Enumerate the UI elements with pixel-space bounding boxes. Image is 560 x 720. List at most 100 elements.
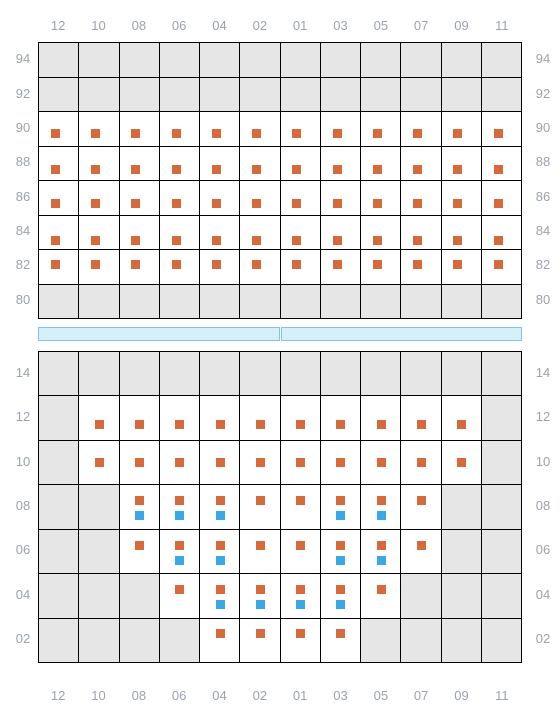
seat-cell[interactable] — [401, 216, 440, 250]
seat-cell[interactable] — [160, 352, 199, 395]
seat-cell[interactable] — [39, 112, 78, 146]
seat-cell[interactable] — [281, 396, 320, 439]
seat-cell[interactable] — [442, 43, 481, 77]
seat-cell[interactable] — [482, 112, 521, 146]
seat-cell[interactable] — [482, 78, 521, 112]
seat-cell[interactable] — [321, 574, 360, 617]
seat-cell[interactable] — [79, 396, 118, 439]
seat-cell[interactable] — [401, 396, 440, 439]
seat-cell[interactable] — [39, 396, 78, 439]
seat-cell[interactable] — [401, 574, 440, 617]
seat-cell[interactable] — [120, 441, 159, 484]
seat-cell[interactable] — [79, 43, 118, 77]
seat-cell[interactable] — [281, 530, 320, 573]
seat-cell[interactable] — [39, 43, 78, 77]
seat-cell[interactable] — [240, 285, 279, 319]
seat-cell[interactable] — [79, 112, 118, 146]
seat-cell[interactable] — [79, 530, 118, 573]
seat-cell[interactable] — [401, 352, 440, 395]
seat-cell[interactable] — [200, 181, 239, 215]
seat-cell[interactable] — [240, 619, 279, 662]
seat-cell[interactable] — [200, 216, 239, 250]
seat-cell[interactable] — [361, 396, 400, 439]
seat-cell[interactable] — [39, 441, 78, 484]
seat-cell[interactable] — [361, 216, 400, 250]
seat-cell[interactable] — [482, 396, 521, 439]
seat-cell[interactable] — [321, 619, 360, 662]
seat-cell[interactable] — [401, 250, 440, 284]
seat-cell[interactable] — [160, 619, 199, 662]
seat-cell[interactable] — [120, 574, 159, 617]
seat-cell[interactable] — [361, 78, 400, 112]
seat-cell[interactable] — [39, 216, 78, 250]
seat-cell[interactable] — [120, 396, 159, 439]
seat-cell[interactable] — [200, 78, 239, 112]
seat-cell[interactable] — [200, 285, 239, 319]
seat-cell[interactable] — [79, 147, 118, 181]
seat-cell[interactable] — [401, 43, 440, 77]
seat-cell[interactable] — [442, 352, 481, 395]
seat-cell[interactable] — [240, 43, 279, 77]
seat-cell[interactable] — [240, 352, 279, 395]
seat-cell[interactable] — [321, 250, 360, 284]
seat-cell[interactable] — [281, 43, 320, 77]
seat-cell[interactable] — [79, 619, 118, 662]
seat-cell[interactable] — [442, 285, 481, 319]
seat-cell[interactable] — [321, 441, 360, 484]
seat-cell[interactable] — [442, 181, 481, 215]
seat-cell[interactable] — [79, 181, 118, 215]
seat-cell[interactable] — [442, 441, 481, 484]
seat-cell[interactable] — [442, 619, 481, 662]
seat-cell[interactable] — [39, 485, 78, 528]
seat-cell[interactable] — [321, 396, 360, 439]
seat-cell[interactable] — [39, 574, 78, 617]
seat-cell[interactable] — [160, 574, 199, 617]
seat-cell[interactable] — [200, 619, 239, 662]
seat-cell[interactable] — [321, 485, 360, 528]
seat-cell[interactable] — [160, 181, 199, 215]
seat-cell[interactable] — [401, 78, 440, 112]
seat-cell[interactable] — [120, 530, 159, 573]
seat-cell[interactable] — [281, 181, 320, 215]
seat-cell[interactable] — [240, 250, 279, 284]
seat-cell[interactable] — [401, 112, 440, 146]
seat-cell[interactable] — [79, 216, 118, 250]
seat-cell[interactable] — [200, 574, 239, 617]
seat-cell[interactable] — [361, 574, 400, 617]
seat-cell[interactable] — [120, 352, 159, 395]
seat-cell[interactable] — [321, 112, 360, 146]
seat-cell[interactable] — [482, 147, 521, 181]
seat-cell[interactable] — [281, 78, 320, 112]
seat-cell[interactable] — [120, 619, 159, 662]
seat-cell[interactable] — [442, 574, 481, 617]
seat-cell[interactable] — [442, 530, 481, 573]
seat-cell[interactable] — [482, 619, 521, 662]
seat-cell[interactable] — [361, 352, 400, 395]
seat-cell[interactable] — [482, 352, 521, 395]
seat-cell[interactable] — [281, 352, 320, 395]
seat-cell[interactable] — [321, 43, 360, 77]
seat-cell[interactable] — [482, 485, 521, 528]
seat-cell[interactable] — [361, 43, 400, 77]
seat-cell[interactable] — [281, 285, 320, 319]
seat-cell[interactable] — [281, 147, 320, 181]
seat-cell[interactable] — [401, 619, 440, 662]
seat-cell[interactable] — [240, 574, 279, 617]
seat-cell[interactable] — [160, 78, 199, 112]
seat-cell[interactable] — [482, 216, 521, 250]
seat-cell[interactable] — [240, 485, 279, 528]
seat-cell[interactable] — [39, 147, 78, 181]
seat-cell[interactable] — [240, 396, 279, 439]
seat-cell[interactable] — [361, 441, 400, 484]
seat-cell[interactable] — [160, 147, 199, 181]
seat-cell[interactable] — [482, 43, 521, 77]
seat-cell[interactable] — [160, 530, 199, 573]
seat-cell[interactable] — [39, 352, 78, 395]
seat-cell[interactable] — [160, 485, 199, 528]
seat-cell[interactable] — [281, 619, 320, 662]
seat-cell[interactable] — [120, 485, 159, 528]
seat-cell[interactable] — [442, 485, 481, 528]
seat-cell[interactable] — [120, 285, 159, 319]
seat-cell[interactable] — [321, 78, 360, 112]
seat-cell[interactable] — [361, 112, 400, 146]
